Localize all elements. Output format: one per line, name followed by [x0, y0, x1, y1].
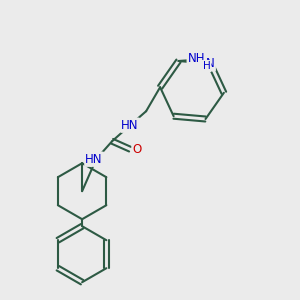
Text: HN: HN: [122, 119, 139, 132]
Text: HN: HN: [85, 153, 103, 166]
Text: H: H: [202, 61, 210, 71]
Text: O: O: [133, 143, 142, 156]
Text: NH: NH: [188, 52, 205, 65]
Text: N: N: [206, 57, 215, 70]
